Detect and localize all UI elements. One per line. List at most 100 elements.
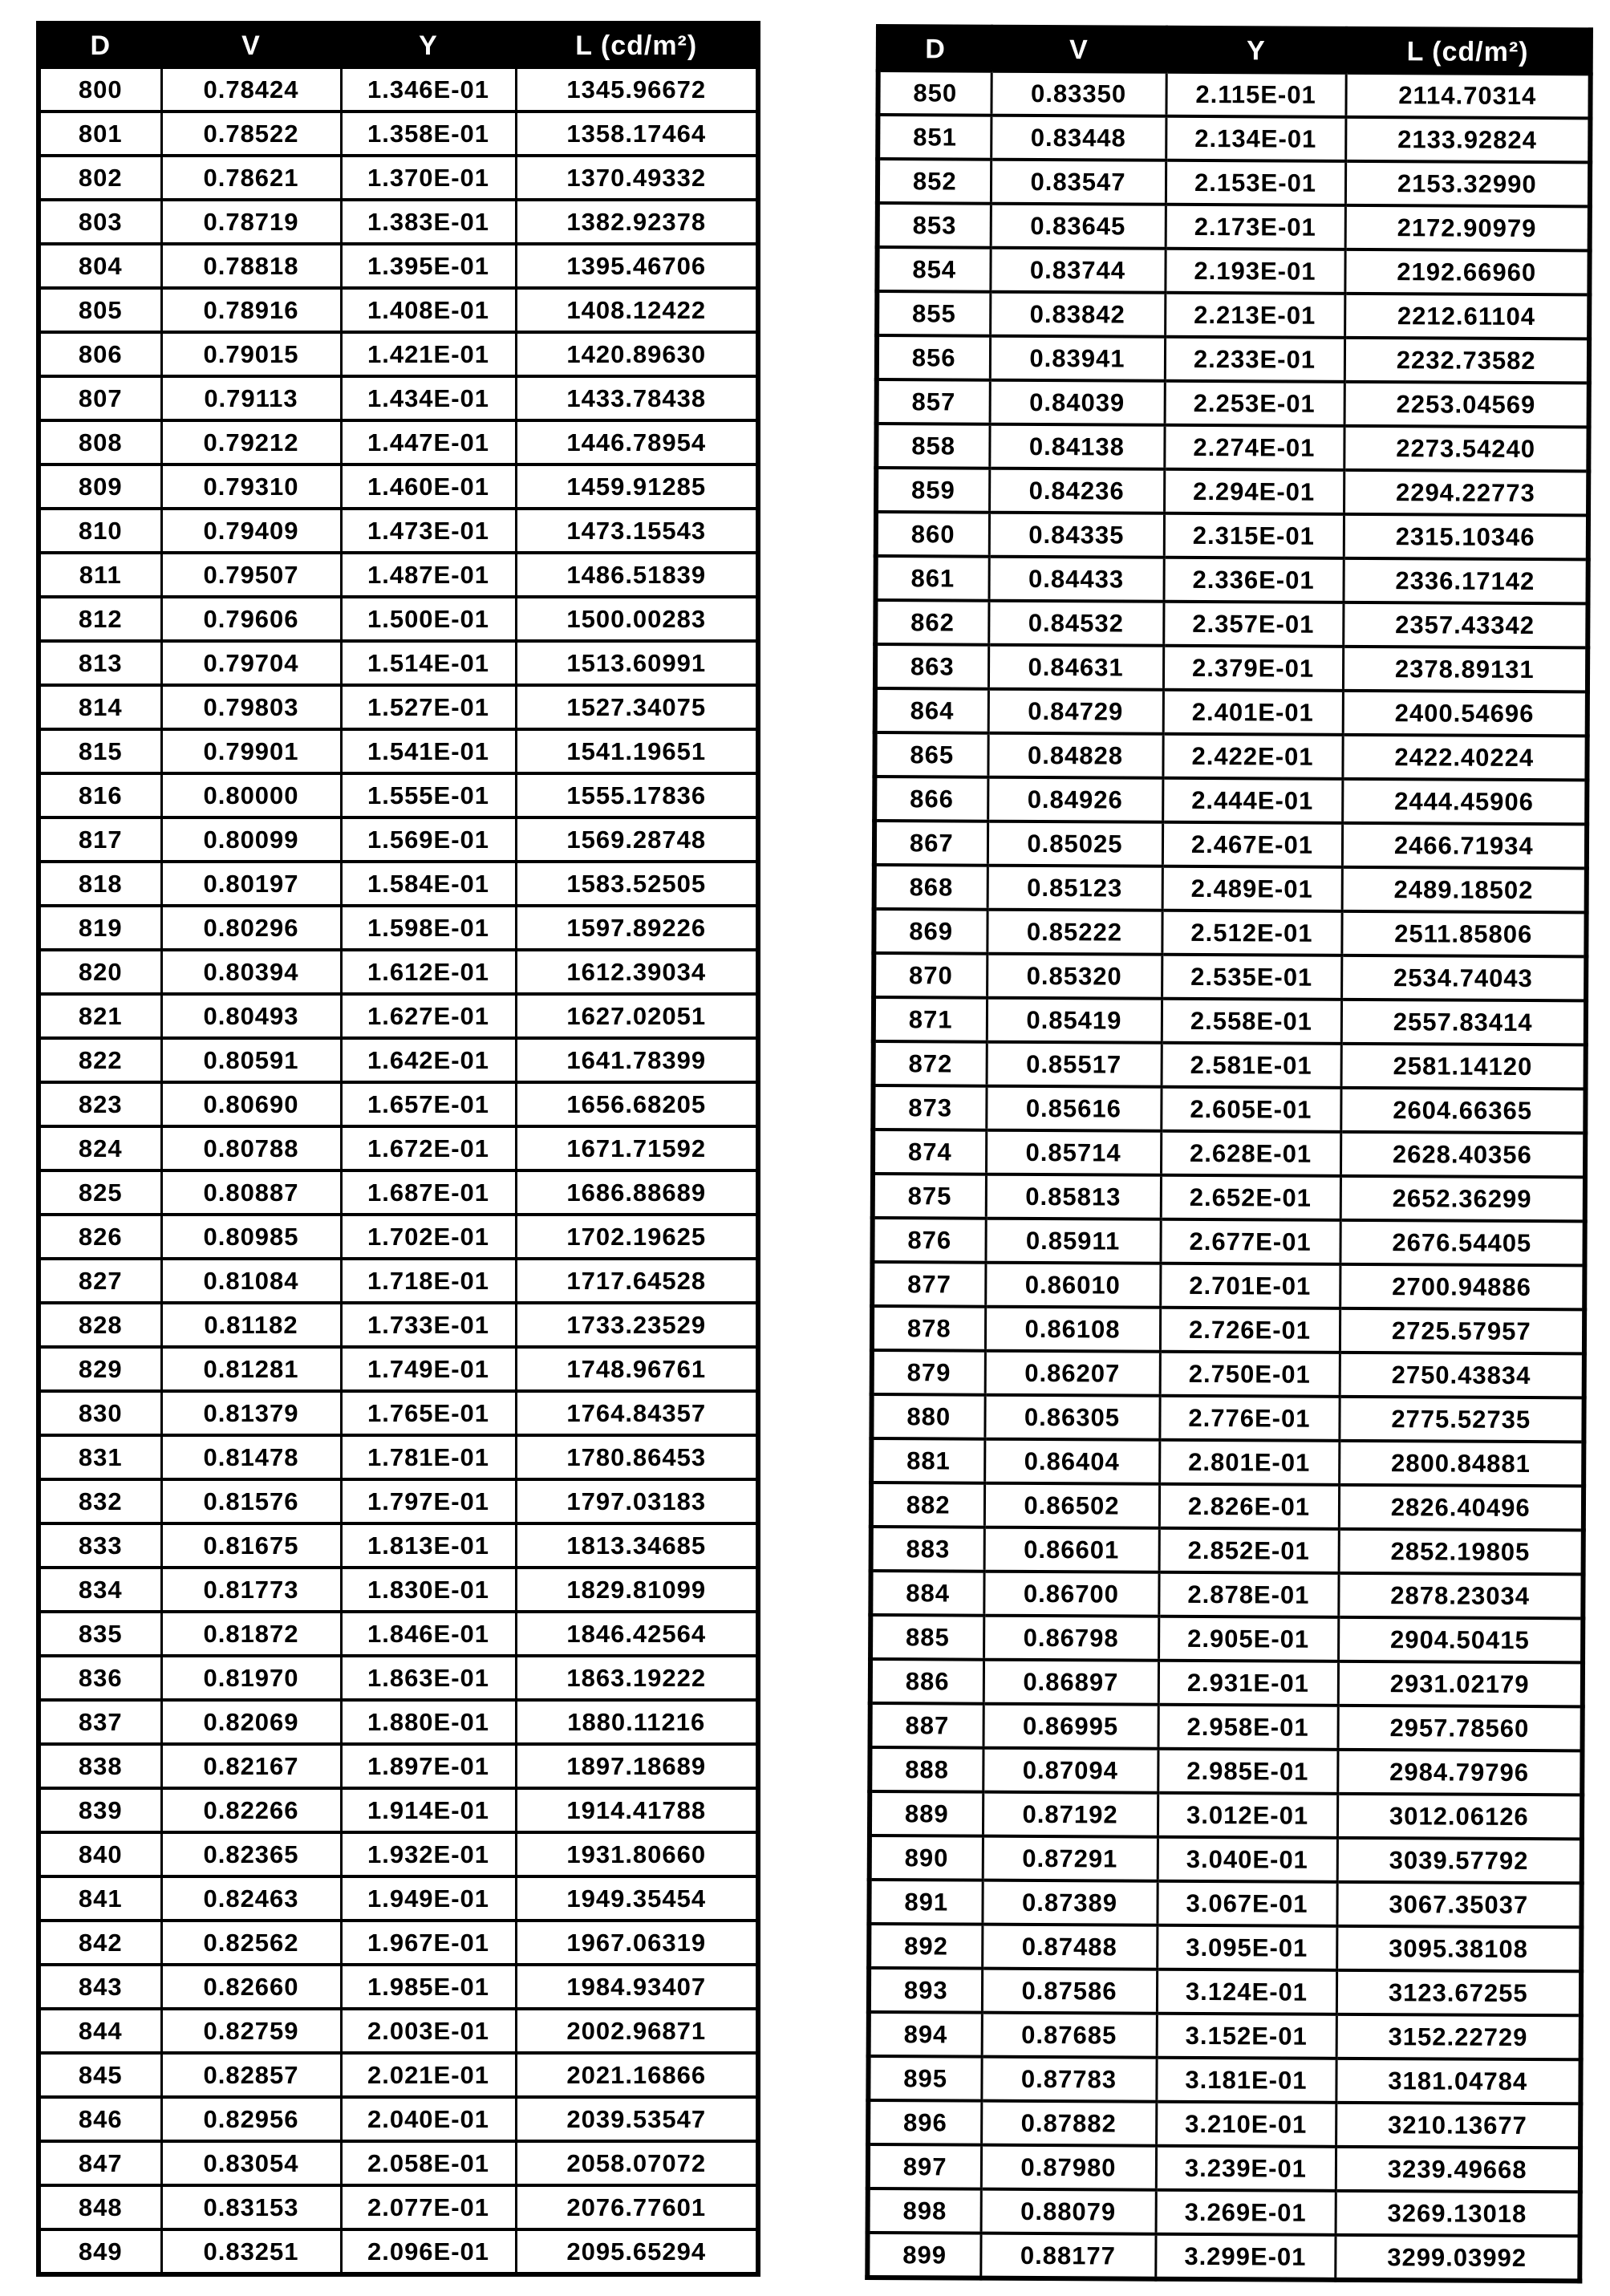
cell-y: 2.467E-01 bbox=[1162, 821, 1343, 867]
cell-y: 1.555E-01 bbox=[339, 772, 517, 819]
cell-d: 899 bbox=[867, 2232, 981, 2278]
cell-v: 0.84039 bbox=[989, 379, 1165, 425]
cell-v: 0.80000 bbox=[160, 772, 343, 819]
cell-l: 3181.04784 bbox=[1336, 2058, 1581, 2104]
table-row: 831 0.81478 1.781E-01 1780.86453 bbox=[37, 1434, 760, 1481]
cell-v: 0.79015 bbox=[160, 331, 343, 378]
cell-y: 1.897E-01 bbox=[339, 1742, 517, 1790]
cell-l: 2800.84881 bbox=[1339, 1440, 1584, 1487]
table-row: 864 0.84729 2.401E-01 2400.54696 bbox=[874, 688, 1588, 736]
cell-v: 0.87586 bbox=[981, 1968, 1158, 2014]
cell-l: 1931.80660 bbox=[514, 1831, 760, 1878]
cell-l: 2489.18502 bbox=[1341, 866, 1587, 913]
cell-d: 856 bbox=[876, 335, 991, 380]
table-row: 883 0.86601 2.852E-01 2852.19805 bbox=[870, 1526, 1584, 1575]
cell-d: 854 bbox=[877, 247, 991, 292]
cell-l: 2232.73582 bbox=[1344, 337, 1590, 383]
table-row: 867 0.85025 2.467E-01 2466.71934 bbox=[874, 821, 1588, 869]
cell-v: 0.83448 bbox=[991, 115, 1166, 160]
cell-v: 0.84335 bbox=[988, 512, 1165, 558]
table-row: 819 0.80296 1.598E-01 1597.89226 bbox=[37, 904, 760, 951]
cell-v: 0.80985 bbox=[160, 1213, 343, 1260]
cell-d: 898 bbox=[867, 2188, 981, 2233]
cell-v: 0.85517 bbox=[986, 1041, 1162, 1087]
cell-v: 0.87192 bbox=[982, 1791, 1158, 1837]
table-row: 841 0.82463 1.949E-01 1949.35454 bbox=[37, 1875, 760, 1922]
table-row: 898 0.88079 3.269E-01 3269.13018 bbox=[867, 2188, 1580, 2237]
cell-l: 2557.83414 bbox=[1340, 999, 1587, 1045]
cell-d: 828 bbox=[37, 1301, 163, 1349]
cell-d: 838 bbox=[37, 1742, 163, 1790]
table-row: 897 0.87980 3.239E-01 3239.49668 bbox=[867, 2144, 1581, 2193]
cell-y: 1.500E-01 bbox=[339, 595, 517, 643]
cell-y: 2.173E-01 bbox=[1165, 204, 1345, 249]
cell-y: 3.012E-01 bbox=[1157, 1792, 1338, 1838]
cell-y: 2.878E-01 bbox=[1158, 1572, 1339, 1617]
table-row: 840 0.82365 1.932E-01 1931.80660 bbox=[37, 1831, 760, 1878]
cell-v: 0.86502 bbox=[983, 1483, 1160, 1528]
table-row: 846 0.82956 2.040E-01 2039.53547 bbox=[37, 2095, 760, 2143]
cell-d: 874 bbox=[872, 1129, 987, 1174]
table-row: 854 0.83744 2.193E-01 2192.66960 bbox=[877, 247, 1590, 295]
luminance-table-800-849: D V Y L (cd/m²) 800 0.78424 1.346E-01 1345.… bbox=[36, 21, 760, 2277]
cell-y: 3.239E-01 bbox=[1155, 2145, 1336, 2191]
cell-y: 2.040E-01 bbox=[339, 2095, 517, 2143]
cell-l: 1686.88689 bbox=[514, 1169, 760, 1216]
column-header-y: Y bbox=[1166, 27, 1346, 73]
cell-v: 0.80887 bbox=[160, 1169, 343, 1216]
cell-v: 0.81084 bbox=[160, 1257, 343, 1304]
table-row: 820 0.80394 1.612E-01 1612.39034 bbox=[37, 948, 760, 996]
cell-l: 2750.43834 bbox=[1339, 1352, 1584, 1398]
cell-d: 855 bbox=[877, 291, 991, 336]
table-row: 821 0.80493 1.627E-01 1627.02051 bbox=[37, 992, 760, 1040]
cell-y: 2.628E-01 bbox=[1160, 1130, 1341, 1176]
cell-v: 0.80788 bbox=[160, 1125, 343, 1172]
cell-y: 2.852E-01 bbox=[1158, 1527, 1339, 1573]
cell-l: 1486.51839 bbox=[514, 551, 760, 598]
cell-y: 2.905E-01 bbox=[1158, 1616, 1339, 1661]
table-row: 852 0.83547 2.153E-01 2153.32990 bbox=[877, 159, 1591, 207]
table-row: 879 0.86207 2.750E-01 2750.43834 bbox=[871, 1349, 1584, 1398]
cell-v: 0.78522 bbox=[160, 110, 343, 157]
cell-v: 0.78916 bbox=[160, 286, 343, 334]
cell-y: 2.096E-01 bbox=[339, 2228, 517, 2276]
table-row: 885 0.86798 2.905E-01 2904.50415 bbox=[870, 1614, 1584, 1663]
cell-d: 809 bbox=[37, 463, 163, 510]
table-row: 817 0.80099 1.569E-01 1569.28748 bbox=[37, 816, 760, 863]
cell-y: 2.153E-01 bbox=[1165, 160, 1346, 205]
table-row: 862 0.84532 2.357E-01 2357.43342 bbox=[875, 600, 1588, 648]
cell-l: 2466.71934 bbox=[1341, 822, 1588, 869]
cell-y: 3.124E-01 bbox=[1156, 1969, 1337, 2014]
cell-l: 2133.92824 bbox=[1345, 116, 1591, 163]
cell-v: 0.78424 bbox=[160, 66, 343, 113]
cell-y: 1.702E-01 bbox=[339, 1213, 517, 1260]
cell-v: 0.82857 bbox=[160, 2051, 343, 2099]
cell-v: 0.82660 bbox=[160, 1963, 343, 2010]
cell-d: 875 bbox=[872, 1173, 986, 1219]
cell-l: 1612.39034 bbox=[514, 948, 760, 996]
cell-v: 0.84729 bbox=[987, 688, 1163, 734]
cell-v: 0.87783 bbox=[981, 2056, 1157, 2102]
cell-v: 0.86897 bbox=[983, 1659, 1159, 1705]
cell-v: 0.82069 bbox=[160, 1698, 343, 1746]
cell-v: 0.86305 bbox=[984, 1394, 1160, 1440]
cell-d: 882 bbox=[870, 1482, 985, 1527]
cell-y: 2.233E-01 bbox=[1164, 336, 1345, 382]
cell-l: 1780.86453 bbox=[514, 1434, 760, 1481]
cell-v: 0.79606 bbox=[160, 595, 343, 643]
cell-y: 1.487E-01 bbox=[339, 551, 517, 598]
cell-d: 865 bbox=[874, 732, 988, 777]
table-row: 848 0.83153 2.077E-01 2076.77601 bbox=[37, 2184, 760, 2231]
cell-v: 0.80690 bbox=[160, 1081, 343, 1128]
column-header-luminance: L (cd/m²) bbox=[1345, 28, 1591, 75]
header-row: D V Y L (cd/m²) bbox=[37, 22, 760, 69]
cell-y: 2.677E-01 bbox=[1160, 1219, 1340, 1264]
cell-v: 0.81379 bbox=[160, 1389, 343, 1437]
cell-y: 1.846E-01 bbox=[339, 1610, 517, 1657]
cell-l: 2878.23034 bbox=[1338, 1572, 1584, 1619]
cell-y: 3.299E-01 bbox=[1155, 2233, 1336, 2280]
cell-y: 3.040E-01 bbox=[1157, 1836, 1337, 1882]
cell-v: 0.82759 bbox=[160, 2007, 343, 2055]
cell-y: 2.003E-01 bbox=[339, 2007, 517, 2055]
cell-v: 0.82463 bbox=[160, 1875, 343, 1922]
